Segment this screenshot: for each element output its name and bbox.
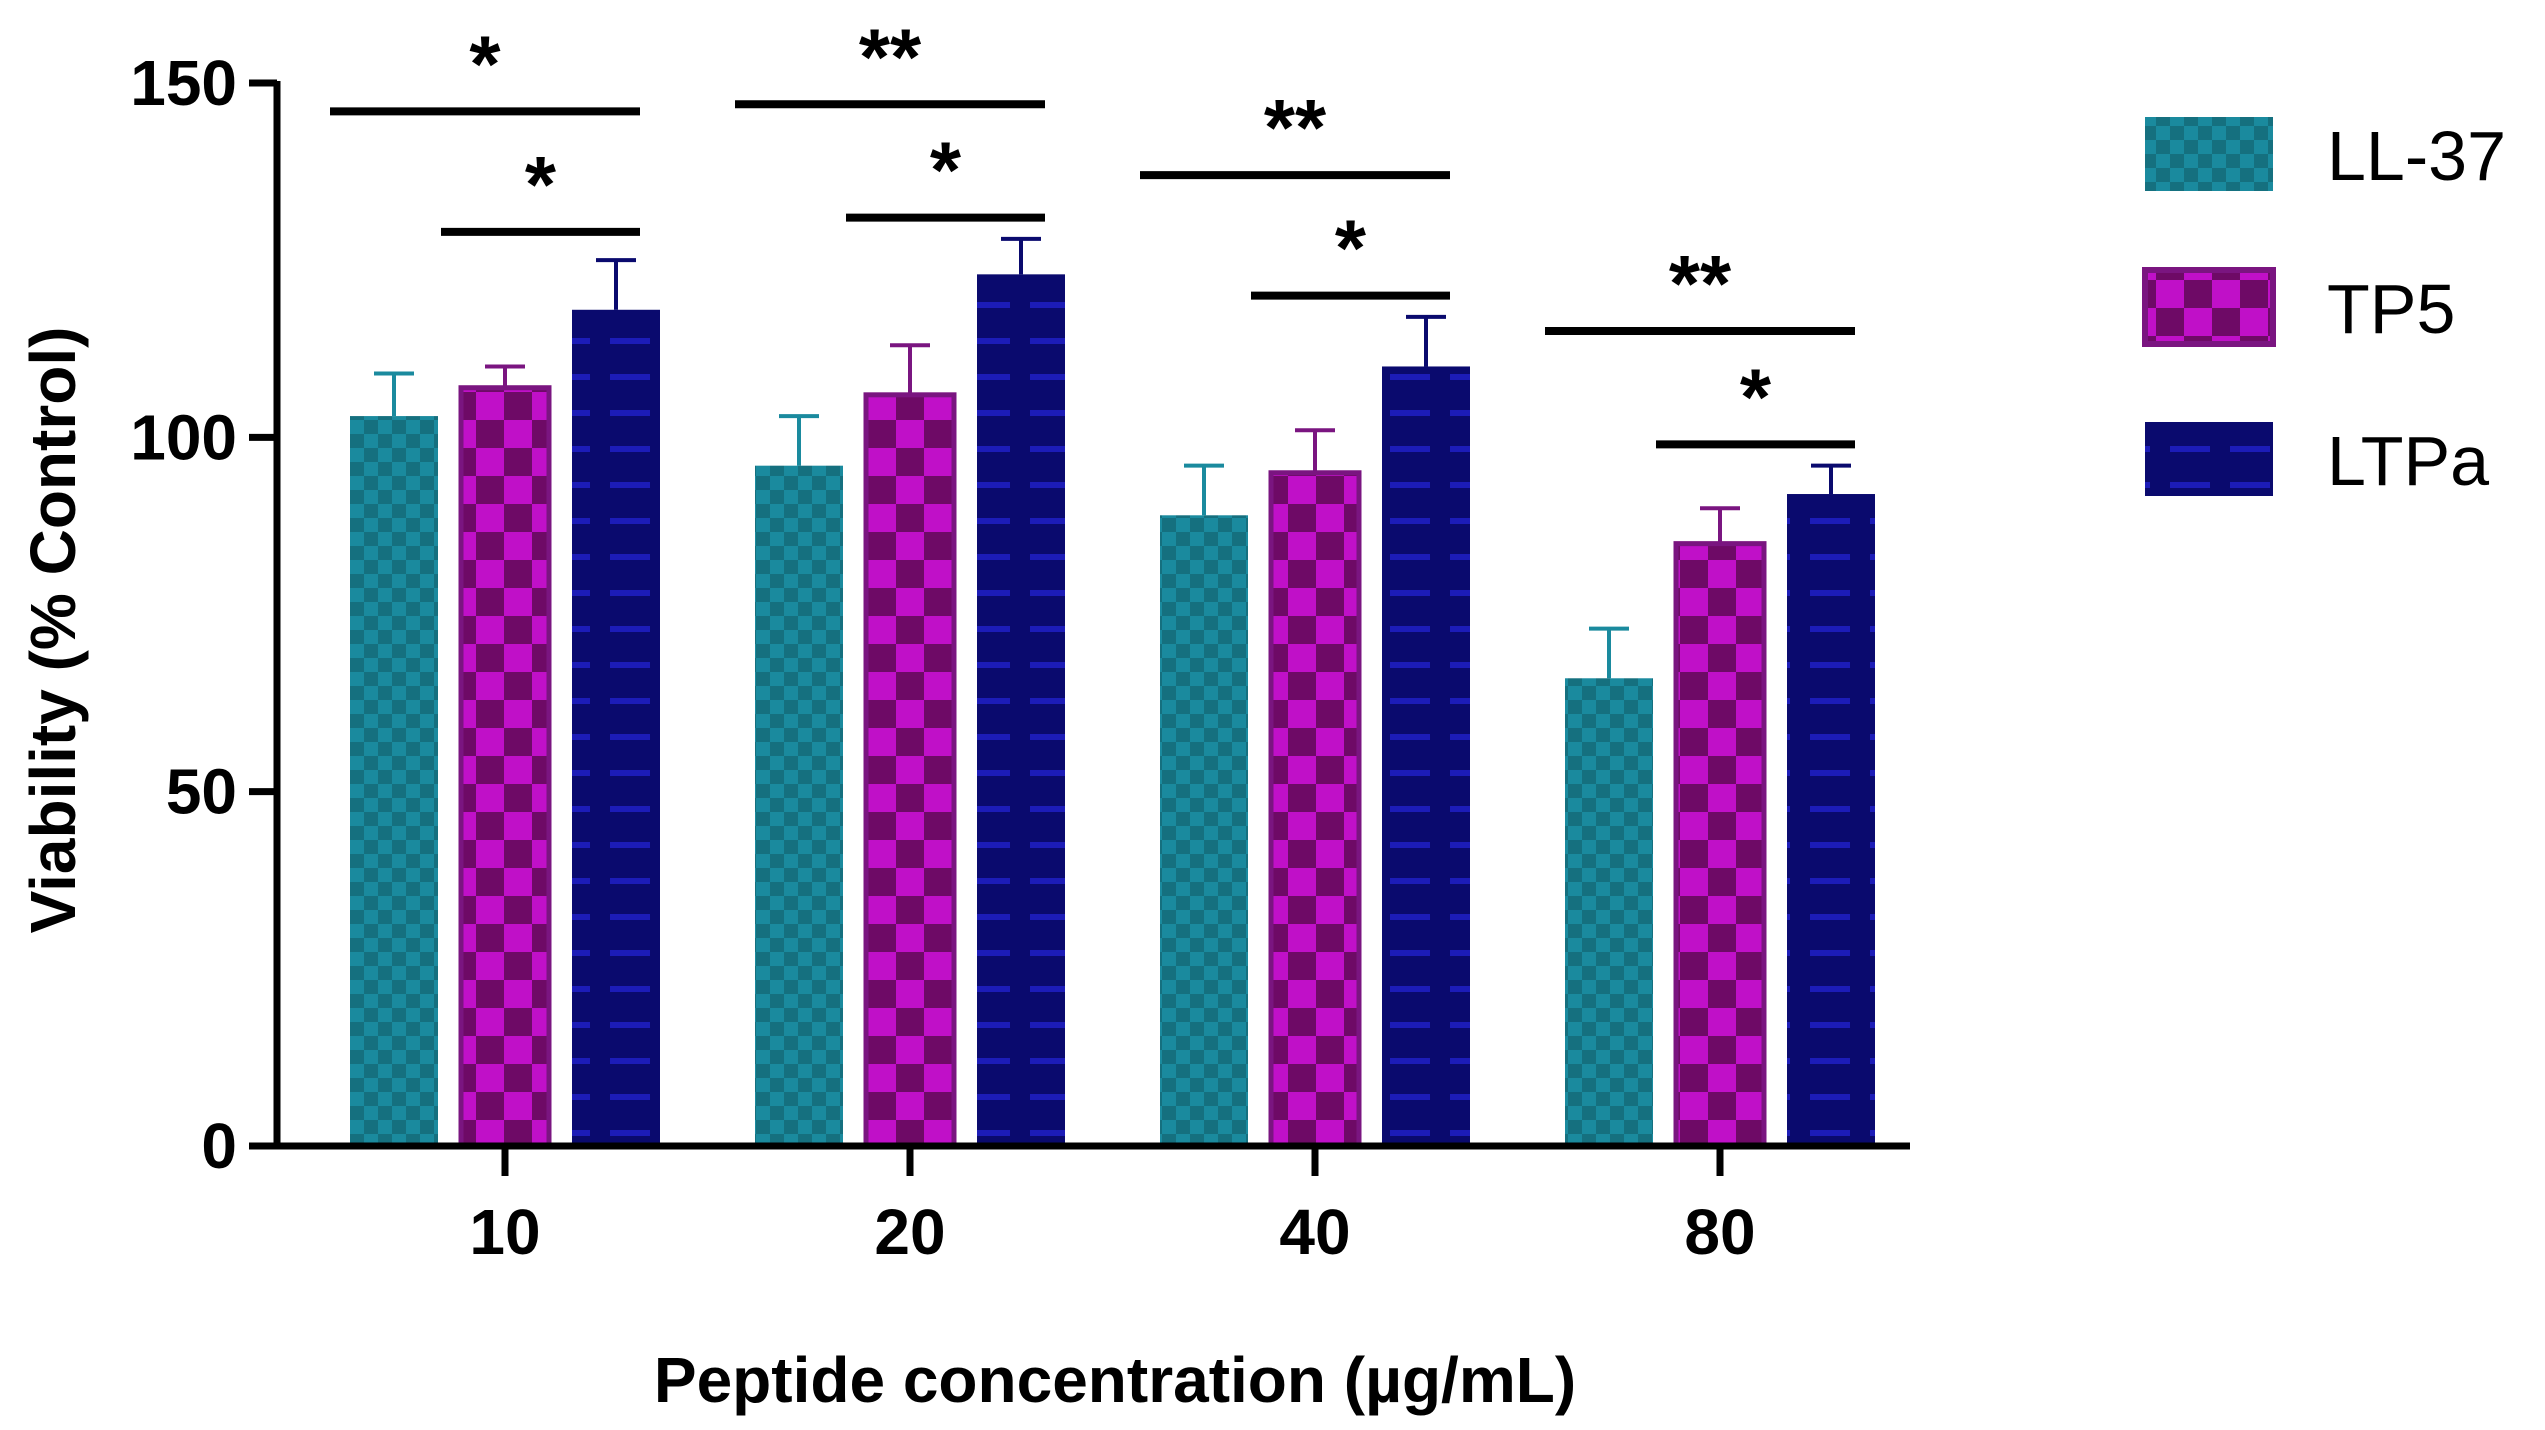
bar-tp5-40	[1268, 470, 1362, 1149]
significance-label-5: *	[1335, 204, 1367, 293]
bar-ltpa-20	[977, 274, 1065, 1147]
legend-item-ltpa: LTPa	[2145, 422, 2489, 500]
significance-label-2: **	[859, 12, 922, 101]
significance-label-0: *	[469, 19, 501, 108]
y-tick-label-100: 100	[130, 401, 237, 473]
bar-tp5-20	[863, 392, 957, 1149]
legend-item-ll37: LL-37	[2145, 117, 2506, 195]
bar-tp5-10	[458, 385, 552, 1149]
significance-label-7: *	[1740, 352, 1772, 441]
bar-ll-37-10	[350, 416, 438, 1146]
legend-swatch-ll37	[2145, 117, 2273, 191]
legend-label-tp5: TP5	[2327, 270, 2455, 348]
significance-label-1: *	[525, 140, 557, 229]
bar-ltpa-10	[572, 309, 660, 1147]
y-axis-label: Viability (% Control)	[17, 327, 89, 934]
bar-ll-37-40	[1160, 515, 1248, 1146]
bar-ll-37-20	[755, 465, 843, 1146]
legend-item-tp5: TP5	[2142, 267, 2455, 348]
x-tick-label-80: 80	[1684, 1196, 1755, 1268]
legend-swatch-ltpa	[2145, 422, 2273, 496]
x-axis-label: Peptide concentration (µg/mL)	[654, 1344, 1576, 1416]
y-tick-label-50: 50	[166, 756, 237, 828]
significance-label-4: **	[1264, 83, 1327, 172]
bar-ltpa-40	[1382, 366, 1470, 1146]
legend: LL-37 TP5 LTPa	[2142, 117, 2506, 500]
significance-label-6: **	[1669, 239, 1732, 328]
bar-ltpa-80	[1787, 494, 1875, 1146]
bar-tp5-80	[1673, 541, 1767, 1149]
legend-label-ltpa: LTPa	[2327, 422, 2489, 500]
bar-ll-37-80	[1565, 678, 1653, 1146]
legend-swatch-tp5	[2142, 267, 2276, 347]
legend-label-ll37: LL-37	[2327, 117, 2506, 195]
x-tick-label-40: 40	[1279, 1196, 1350, 1268]
y-tick-label-0: 0	[201, 1110, 237, 1182]
x-tick-label-10: 10	[469, 1196, 540, 1268]
significance-label-3: *	[930, 126, 962, 215]
x-tick-label-20: 20	[874, 1196, 945, 1268]
y-tick-label-150: 150	[130, 47, 237, 119]
